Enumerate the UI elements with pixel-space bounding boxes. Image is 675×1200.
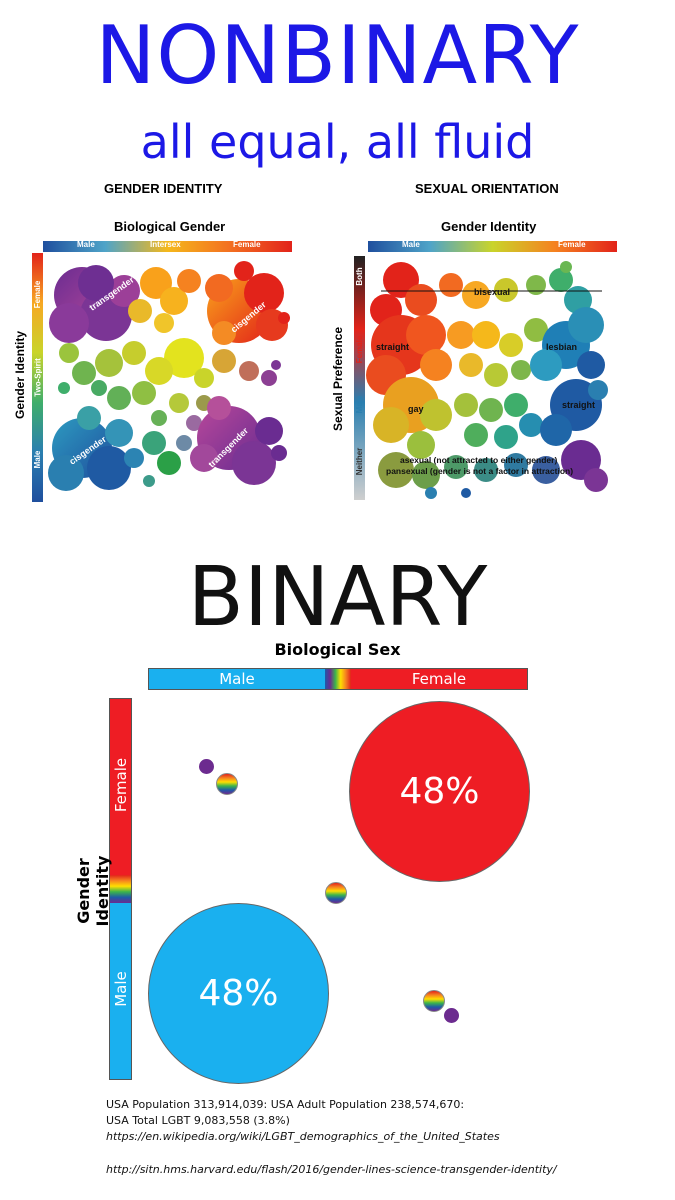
label-straight-right: straight [562,400,595,410]
male-segment-vertical [110,903,131,1079]
label-pansexual: pansexual (gender is not a factor in att… [386,466,573,476]
y-tick-both: Both [355,267,364,286]
x-tick-intersex: Intersex [150,240,181,249]
gender-identity-header: GENDER IDENTITY [104,181,223,196]
nonbinary-subtitle: all equal, all fluid [140,115,535,169]
sexual-orientation-header: SEXUAL ORIENTATION [415,181,559,196]
female-48-percent-bubble: 48% [349,701,530,882]
orientation-bubble-cloud: bisexual straight lesbian gay straight a… [366,261,608,499]
x-tick-male-right: Male [402,240,420,249]
female-segment-vertical [110,699,131,875]
gender-identity-axis-title: Gender Identity [13,331,27,420]
footer-population-line: USA Population 313,914,039: USA Adult Po… [106,1098,465,1111]
female-label-vertical: Female [112,757,130,813]
y-tick-male-right: Male [355,395,364,414]
biological-gender-gradient-bar: Male Intersex Female [43,240,292,252]
y-tick-male: Male [33,450,42,469]
biological-sex-bar: Male Female [148,668,528,690]
small-purple-dot-bottom [444,1008,459,1023]
binary-title: BINARY [187,550,488,645]
male-segment: Male [149,669,325,689]
biological-gender-axis-title: Biological Gender [114,219,226,234]
small-purple-dot-top [199,759,214,774]
label-lesbian: lesbian [546,342,577,352]
female-segment: Female [351,669,527,689]
orientation-gradient-bar: Male Female [368,240,617,252]
gender-identity-bar [109,698,132,1080]
gender-identity-axis-title-binary: Gender Identity [74,855,112,927]
y-tick-female-right: Female [355,335,364,364]
rainbow-dot-top-left [216,773,238,795]
x-tick-female: Female [233,240,261,249]
label-bisexual: bisexual [474,287,510,297]
orientation-bubbles [366,261,608,499]
footer-lgbt-line: USA Total LGBT 9,083,558 (3.8%) [106,1114,290,1127]
label-straight-left: straight [376,342,409,352]
label-asexual: asexual (not attracted to either gender) [400,455,557,465]
biological-sex-axis-title: Biological Sex [274,640,401,659]
gender-bubbles [48,261,290,491]
gender-identity-gradient-bar [32,253,43,502]
footer-harvard-link[interactable]: http://sitn.hms.harvard.edu/flash/2016/g… [106,1163,557,1176]
rainbow-dot-center [325,882,347,904]
gender-identity-x-axis-title: Gender Identity [441,219,537,234]
y-tick-female: Female [33,280,42,309]
footer-wikipedia-link[interactable]: https://en.wikipedia.org/wiki/LGBT_demog… [106,1130,500,1143]
label-gay: gay [408,404,424,414]
male-48-percent-bubble: 48% [148,903,329,1084]
sexual-preference-gradient-bar [354,256,365,500]
y-tick-neither: Neither [355,447,364,476]
male-label-vertical: Male [112,971,130,1007]
sexual-preference-axis-title: Sexual Preference [331,326,345,432]
rainbow-segment-vertical [110,875,131,903]
nonbinary-title: NONBINARY [95,9,580,102]
rainbow-dot-bottom-right [423,990,445,1012]
x-tick-male: Male [77,240,95,249]
x-tick-female-right: Female [558,240,586,249]
rainbow-segment-horizontal [325,669,351,689]
y-tick-two-spirit: Two-Spirit [33,358,43,397]
gender-bubble-cloud: transgender cisgender cisgender transgen… [48,261,290,491]
